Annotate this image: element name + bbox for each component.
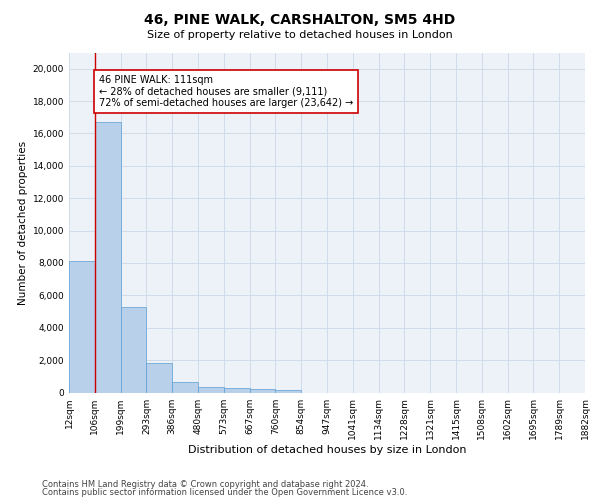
Bar — [275, 390, 301, 392]
Bar — [172, 382, 198, 392]
Bar — [69, 262, 95, 392]
Text: Contains HM Land Registry data © Crown copyright and database right 2024.: Contains HM Land Registry data © Crown c… — [42, 480, 368, 489]
X-axis label: Distribution of detached houses by size in London: Distribution of detached houses by size … — [188, 445, 466, 455]
Bar — [224, 388, 250, 392]
Text: Size of property relative to detached houses in London: Size of property relative to detached ho… — [147, 30, 453, 40]
Bar — [146, 362, 172, 392]
Text: Contains public sector information licensed under the Open Government Licence v3: Contains public sector information licen… — [42, 488, 407, 497]
Bar — [121, 306, 146, 392]
Bar — [95, 122, 121, 392]
Text: 46, PINE WALK, CARSHALTON, SM5 4HD: 46, PINE WALK, CARSHALTON, SM5 4HD — [145, 12, 455, 26]
Bar — [198, 387, 224, 392]
Text: 46 PINE WALK: 111sqm
← 28% of detached houses are smaller (9,111)
72% of semi-de: 46 PINE WALK: 111sqm ← 28% of detached h… — [98, 75, 353, 108]
Bar — [250, 390, 275, 392]
Y-axis label: Number of detached properties: Number of detached properties — [19, 140, 28, 304]
